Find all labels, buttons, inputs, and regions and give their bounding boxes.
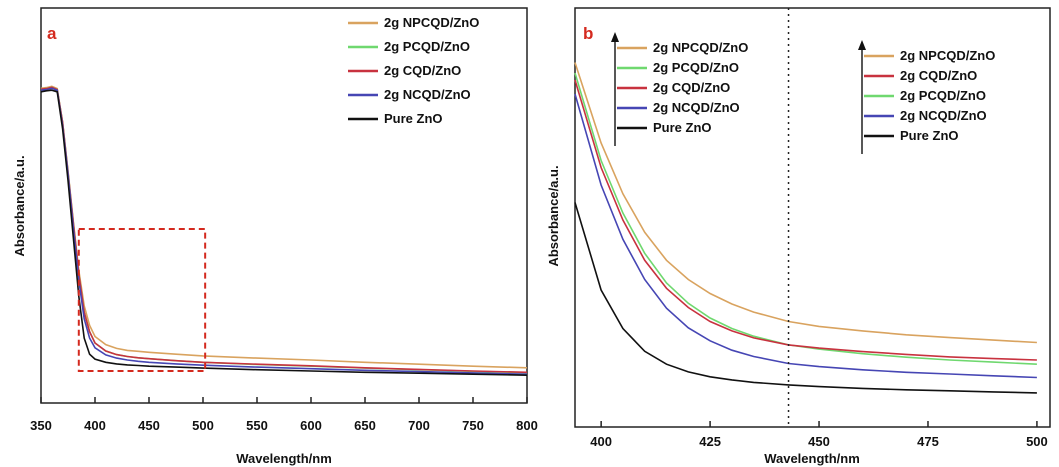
legend-b-left-label-2g-cqd-zno: 2g CQD/ZnO (653, 80, 730, 95)
panel-b-legend-right: 2g NPCQD/ZnO 2g CQD/ZnO 2g PCQD/ZnO 2g NCQD… (858, 40, 995, 154)
legend-b-right-label-2g-ncqd-zno: 2g NCQD/ZnO (900, 108, 987, 123)
legend-a-label-2g-ncqd-zno: 2g NCQD/ZnO (384, 87, 471, 102)
panel-a: 350 400 450 500 550 600 650 700 750 800 a Wavelen… (12, 7, 538, 466)
legend-a-label-2g-npcqd-zno: 2g NPCQD/ZnO (384, 15, 479, 30)
panel-a-x-tick-label: 650 (354, 418, 376, 433)
panel-a-x-tick-label: 700 (408, 418, 430, 433)
panel-a-x-tick-label: 350 (30, 418, 52, 433)
panel-a-legend: 2g NPCQD/ZnO 2g PCQD/ZnO 2g CQD/ZnO 2g NCQD… (348, 15, 479, 126)
legend-a-label-2g-cqd-zno: 2g CQD/ZnO (384, 63, 461, 78)
panel-a-x-axis-title: Wavelength/nm (236, 451, 332, 466)
panel-b-x-tick-label: 500 (1026, 434, 1048, 449)
panel-a-x-tick-label: 500 (192, 418, 214, 433)
panel-a-zoom-box (77, 228, 207, 372)
panel-b: 400 425 450 475 500 Wavelength/nm Absorbance… (546, 7, 1051, 466)
panel-a-x-tick-label: 450 (138, 418, 160, 433)
panel-b-legend-left: 2g NPCQD/ZnO 2g PCQD/ZnO 2g CQD/ZnO 2g NCQD… (611, 32, 748, 146)
legend-b-right-label-2g-npcqd-zno: 2g NPCQD/ZnO (900, 48, 995, 63)
panel-b-line-2g-pcqd-zno (574, 72, 1037, 365)
panel-a-x-ticks: 350 400 450 500 550 600 650 700 750 800 (30, 397, 538, 433)
legend-b-left-label-2g-npcqd-zno: 2g NPCQD/ZnO (653, 40, 748, 55)
panel-a-line-pure-zno (40, 89, 528, 376)
panel-a-x-tick-label: 750 (462, 418, 484, 433)
legend-a-label-2g-pcqd-zno: 2g PCQD/ZnO (384, 39, 470, 54)
panel-b-x-tick-label: 475 (917, 434, 939, 449)
legend-b-right-arrow-head-icon (858, 40, 866, 50)
panel-b-plot-frame (574, 7, 1051, 428)
panel-b-series-group (574, 62, 1037, 394)
panel-a-series-group (40, 85, 528, 376)
legend-b-left-label-2g-ncqd-zno: 2g NCQD/ZnO (653, 100, 740, 115)
legend-b-right-label-pure-zno: Pure ZnO (900, 128, 959, 143)
panel-b-line-pure-zno (574, 202, 1037, 394)
panel-a-line-2g-ncqd-zno (40, 87, 528, 375)
panel-b-x-tick-label: 425 (699, 434, 721, 449)
panel-b-x-tick-label: 450 (808, 434, 830, 449)
panel-b-line-2g-ncqd-zno (574, 93, 1037, 379)
panel-b-x-ticks: 400 425 450 475 500 (590, 421, 1048, 449)
panel-a-plot-frame (40, 7, 528, 404)
panel-b-x-axis-title: Wavelength/nm (764, 451, 860, 466)
legend-b-left-label-2g-pcqd-zno: 2g PCQD/ZnO (653, 60, 739, 75)
legend-b-left-arrow-head-icon (611, 32, 619, 42)
panel-a-x-tick-label: 550 (246, 418, 268, 433)
legend-b-right-label-2g-cqd-zno: 2g CQD/ZnO (900, 68, 977, 83)
panel-b-letter: b (583, 24, 593, 43)
panel-a-line-2g-npcqd-zno (40, 85, 528, 369)
panel-a-x-tick-label: 800 (516, 418, 538, 433)
panel-a-x-tick-label: 600 (300, 418, 322, 433)
panel-b-line-2g-npcqd-zno (574, 62, 1037, 344)
panel-a-letter: a (47, 24, 57, 43)
legend-b-right-label-2g-pcqd-zno: 2g PCQD/ZnO (900, 88, 986, 103)
panel-a-y-axis-title: Absorbance/a.u. (12, 155, 27, 256)
panel-b-line-2g-cqd-zno (574, 79, 1037, 361)
legend-a-label-pure-zno: Pure ZnO (384, 111, 443, 126)
legend-b-left-label-pure-zno: Pure ZnO (653, 120, 712, 135)
panel-b-y-axis-title: Absorbance/a.u. (546, 165, 561, 266)
panel-b-x-tick-label: 400 (590, 434, 612, 449)
panel-a-x-tick-label: 400 (84, 418, 106, 433)
